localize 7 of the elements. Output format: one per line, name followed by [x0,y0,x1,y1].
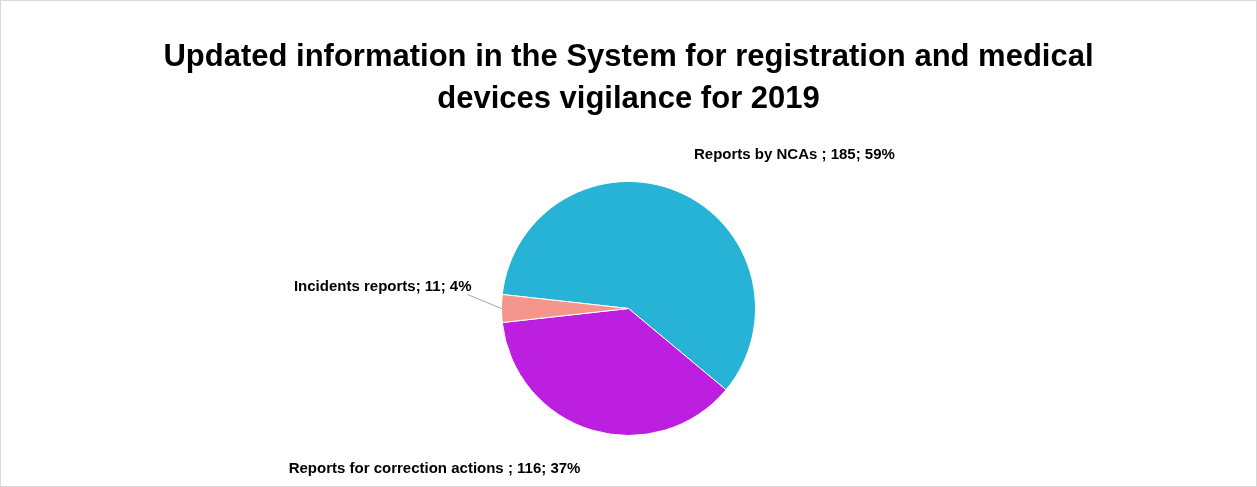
data-label: ; 116; 37% [503,458,581,476]
slice-label: Reports for correction actions [288,458,504,476]
data-label: ; 185; 59% [817,145,895,162]
chart-title: Updated information in the System for registration and medical devices vigilance for 2019 [162,37,1095,117]
slice-label: Reports by NCAs [693,145,818,162]
data-label: ; 11; 4% [415,276,472,294]
slice-label: Incidents reports [293,276,416,294]
